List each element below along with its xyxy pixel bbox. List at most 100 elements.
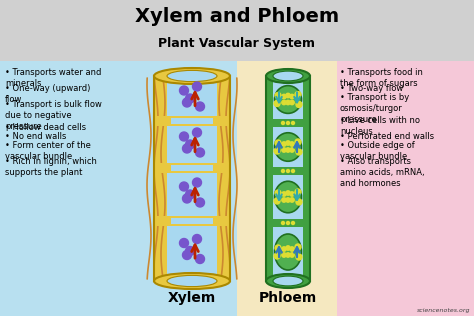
Text: • Form center of the
vascular bundle: • Form center of the vascular bundle xyxy=(5,141,91,161)
Circle shape xyxy=(282,169,284,173)
Text: • Live cells with no
nucleus: • Live cells with no nucleus xyxy=(340,116,420,136)
Text: • Transports food in
the form of sugars: • Transports food in the form of sugars xyxy=(340,68,423,88)
Circle shape xyxy=(286,93,290,98)
FancyBboxPatch shape xyxy=(337,60,474,316)
FancyBboxPatch shape xyxy=(273,76,303,281)
Circle shape xyxy=(290,142,294,146)
Circle shape xyxy=(286,169,290,173)
Circle shape xyxy=(286,100,290,105)
FancyBboxPatch shape xyxy=(154,216,230,226)
Ellipse shape xyxy=(266,274,310,288)
Circle shape xyxy=(180,182,189,191)
Circle shape xyxy=(195,148,204,157)
Circle shape xyxy=(292,222,294,224)
Ellipse shape xyxy=(274,234,301,270)
Text: • Outside edge of
vascular bundle: • Outside edge of vascular bundle xyxy=(340,141,415,161)
Text: • Perforated end walls: • Perforated end walls xyxy=(340,132,434,141)
Ellipse shape xyxy=(273,276,303,286)
Circle shape xyxy=(192,178,201,187)
Circle shape xyxy=(295,189,301,195)
Circle shape xyxy=(286,141,290,145)
Text: • Transports water and
minerals: • Transports water and minerals xyxy=(5,68,101,88)
Text: Plant Vascular System: Plant Vascular System xyxy=(158,37,316,50)
Circle shape xyxy=(290,253,294,257)
Circle shape xyxy=(296,149,302,155)
Ellipse shape xyxy=(266,69,310,83)
FancyBboxPatch shape xyxy=(167,76,217,281)
FancyBboxPatch shape xyxy=(266,119,310,127)
Circle shape xyxy=(286,222,290,224)
Circle shape xyxy=(282,100,286,105)
Circle shape xyxy=(182,251,191,259)
Ellipse shape xyxy=(167,276,217,287)
Circle shape xyxy=(192,234,201,244)
Text: sciencenotes.org: sciencenotes.org xyxy=(417,308,470,313)
Text: Xylem: Xylem xyxy=(168,291,216,305)
FancyBboxPatch shape xyxy=(154,76,230,281)
Circle shape xyxy=(282,121,284,125)
Circle shape xyxy=(275,140,281,146)
Circle shape xyxy=(192,128,201,137)
Ellipse shape xyxy=(274,181,301,213)
Text: • Rich in lignin, which
supports the plant: • Rich in lignin, which supports the pla… xyxy=(5,156,97,177)
Circle shape xyxy=(286,148,290,152)
Circle shape xyxy=(185,140,194,149)
Circle shape xyxy=(292,169,294,173)
Ellipse shape xyxy=(273,71,303,81)
Circle shape xyxy=(295,92,301,98)
Circle shape xyxy=(282,94,286,99)
Circle shape xyxy=(290,100,294,105)
FancyBboxPatch shape xyxy=(171,118,213,124)
FancyBboxPatch shape xyxy=(0,60,237,316)
Circle shape xyxy=(290,192,294,196)
Circle shape xyxy=(185,94,194,103)
Circle shape xyxy=(296,101,302,107)
Circle shape xyxy=(185,246,194,256)
Circle shape xyxy=(182,144,191,153)
Circle shape xyxy=(282,148,286,152)
Circle shape xyxy=(274,100,280,106)
FancyBboxPatch shape xyxy=(266,219,310,227)
Circle shape xyxy=(290,94,294,99)
Circle shape xyxy=(296,254,302,260)
Circle shape xyxy=(195,254,204,264)
Circle shape xyxy=(295,139,301,145)
Circle shape xyxy=(274,253,280,259)
FancyBboxPatch shape xyxy=(154,163,230,173)
Text: • Hollow dead cells: • Hollow dead cells xyxy=(5,124,86,132)
Circle shape xyxy=(286,121,290,125)
FancyBboxPatch shape xyxy=(0,0,474,61)
Circle shape xyxy=(275,190,281,196)
Circle shape xyxy=(185,190,194,199)
Circle shape xyxy=(274,198,280,204)
Circle shape xyxy=(274,148,280,154)
Ellipse shape xyxy=(274,86,301,113)
Text: • Two-way flow: • Two-way flow xyxy=(340,84,403,93)
Circle shape xyxy=(282,192,286,196)
Text: • No end walls: • No end walls xyxy=(5,132,66,141)
Circle shape xyxy=(290,148,294,152)
Text: Phloem: Phloem xyxy=(259,291,317,305)
FancyBboxPatch shape xyxy=(266,76,310,281)
Circle shape xyxy=(282,142,286,146)
Circle shape xyxy=(286,253,290,257)
Circle shape xyxy=(282,253,286,257)
Circle shape xyxy=(282,247,286,251)
FancyBboxPatch shape xyxy=(237,60,337,316)
Circle shape xyxy=(282,198,286,202)
Circle shape xyxy=(195,198,204,207)
Text: • One-way (upward)
flow: • One-way (upward) flow xyxy=(5,84,91,104)
Ellipse shape xyxy=(167,70,217,82)
FancyBboxPatch shape xyxy=(266,167,310,175)
Circle shape xyxy=(286,246,290,250)
Ellipse shape xyxy=(274,133,301,161)
Circle shape xyxy=(182,98,191,107)
Circle shape xyxy=(286,191,290,195)
Circle shape xyxy=(275,245,281,251)
Circle shape xyxy=(290,198,294,202)
FancyBboxPatch shape xyxy=(154,116,230,126)
Circle shape xyxy=(296,199,302,205)
Circle shape xyxy=(290,247,294,251)
Circle shape xyxy=(292,121,294,125)
Circle shape xyxy=(180,132,189,141)
